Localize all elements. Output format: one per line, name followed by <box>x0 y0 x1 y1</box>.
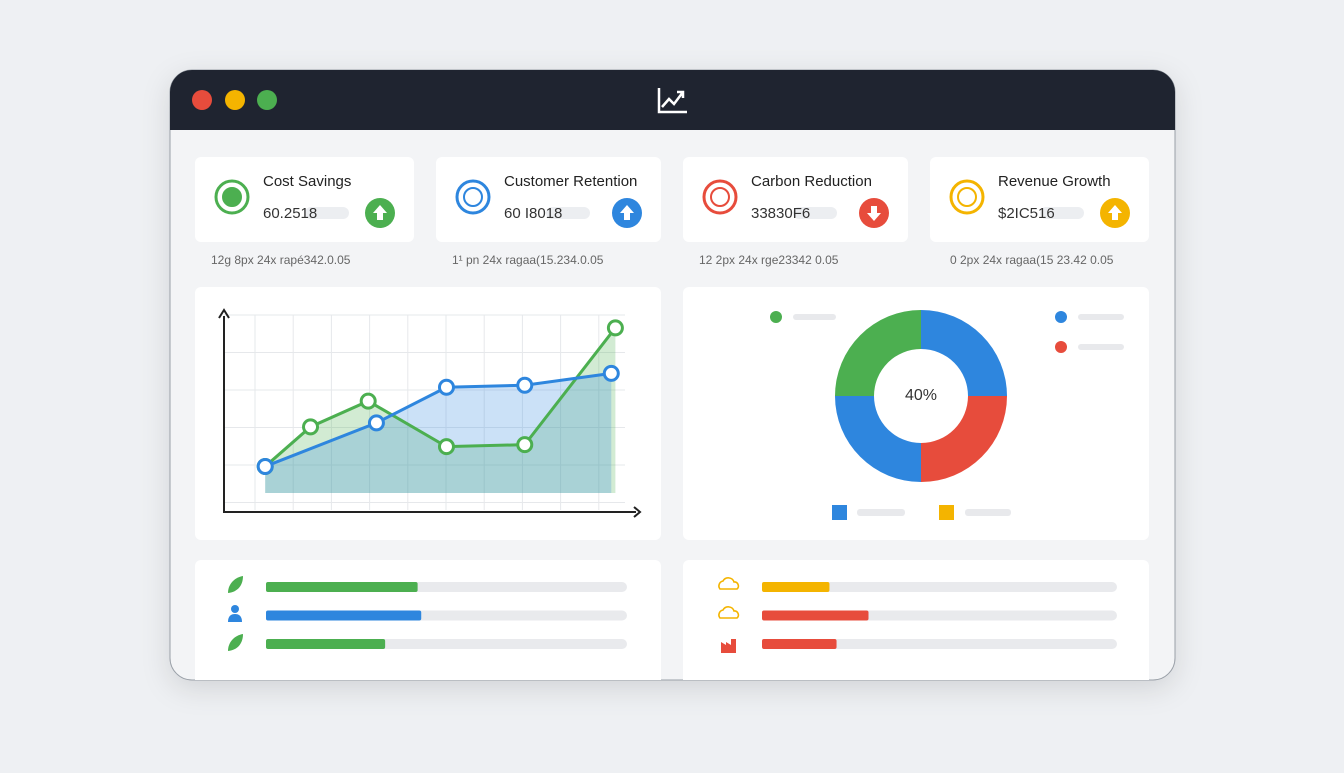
kpi-icon <box>214 179 250 215</box>
point <box>367 414 385 432</box>
kpi-icon-core <box>710 187 730 207</box>
kpi-caption: 0 2px 24x ragaa(15 23.42 0.05 <box>950 253 1114 267</box>
progress-panel <box>683 560 1149 680</box>
value-placeholder <box>305 207 349 219</box>
trend-arrow <box>620 205 634 220</box>
progress-bar <box>266 639 386 649</box>
kpi-card <box>436 157 661 242</box>
progress-panel <box>195 560 661 680</box>
kpi-value: 33830F6 <box>751 205 810 222</box>
progress-bar <box>762 639 837 649</box>
value-placeholder <box>1040 207 1084 219</box>
factory-icon <box>721 639 736 653</box>
pie-panel <box>683 287 1149 540</box>
legend-square <box>832 505 847 520</box>
maximize-button[interactable] <box>257 90 277 110</box>
progress-track <box>762 639 1117 649</box>
legend-placeholder <box>1078 314 1124 320</box>
leaf-icon <box>228 634 243 651</box>
user-icon <box>228 605 242 622</box>
progress-track <box>762 582 1117 592</box>
point <box>256 457 274 475</box>
kpi-card <box>683 157 908 242</box>
legend-dot <box>1055 341 1067 353</box>
kpi-value: 60.2518 <box>263 205 317 222</box>
point <box>516 436 534 454</box>
legend-placeholder <box>793 314 836 320</box>
minimize-button[interactable] <box>225 90 245 110</box>
kpi-icon-core <box>957 187 977 207</box>
kpi-title: Cost Savings <box>263 173 351 190</box>
legend-square <box>939 505 954 520</box>
point <box>437 378 455 396</box>
kpi-title: Customer Retention <box>504 173 637 190</box>
legend-dot <box>770 311 782 323</box>
point <box>437 438 455 456</box>
kpi-caption: 12g 8px 24x rapé342.0.05 <box>211 253 351 267</box>
pie-slice <box>835 310 921 396</box>
point <box>602 364 620 382</box>
close-button[interactable] <box>192 90 212 110</box>
point <box>359 392 377 410</box>
kpi-icon <box>702 179 738 215</box>
progress-bar <box>266 582 418 592</box>
axis-arrows <box>218 308 642 518</box>
kpi-icon <box>949 179 985 215</box>
kpi-icon-core <box>463 187 483 207</box>
trend-arrow <box>1108 205 1122 220</box>
legend-placeholder <box>857 509 905 516</box>
series-line <box>264 326 617 468</box>
axes <box>223 316 636 513</box>
title-bar <box>170 70 1175 130</box>
kpi-title: Carbon Reduction <box>751 173 872 190</box>
legend-dot <box>1055 311 1067 323</box>
co2-icon <box>718 577 740 590</box>
app-icon <box>657 88 687 114</box>
trend-arrow <box>867 206 881 221</box>
kpi-title: Revenue Growth <box>998 173 1111 190</box>
pie-slice <box>921 396 1007 482</box>
progress-bar <box>762 582 830 592</box>
value-placeholder <box>546 207 590 219</box>
leaf-icon <box>228 576 243 593</box>
pie-slice <box>921 310 1007 396</box>
value-placeholder <box>793 207 837 219</box>
progress-bar <box>762 610 869 621</box>
point <box>516 376 534 394</box>
kpi-card <box>930 157 1149 242</box>
kpi-caption: 1¹ pn 24x ragaa(15.234.0.05 <box>452 253 604 267</box>
kpi-card <box>195 157 414 242</box>
kpi-value: $2IC516 <box>998 205 1055 222</box>
kpi-value: 60 I8018 <box>504 205 562 222</box>
kpi-icon-core <box>222 187 242 207</box>
point <box>302 418 320 436</box>
co2-icon <box>718 606 740 619</box>
progress-bar <box>266 610 422 621</box>
line-panel <box>195 287 661 540</box>
point <box>606 319 624 337</box>
series-area <box>265 373 612 493</box>
legend-placeholder <box>1078 344 1124 350</box>
trend-arrow <box>373 205 387 220</box>
kpi-icon <box>455 179 491 215</box>
pie-slice <box>835 396 921 482</box>
pie-center-label: 40% <box>905 387 937 404</box>
legend-placeholder <box>965 509 1011 516</box>
kpi-caption: 12 2px 24x rge23342 0.05 <box>699 253 839 267</box>
